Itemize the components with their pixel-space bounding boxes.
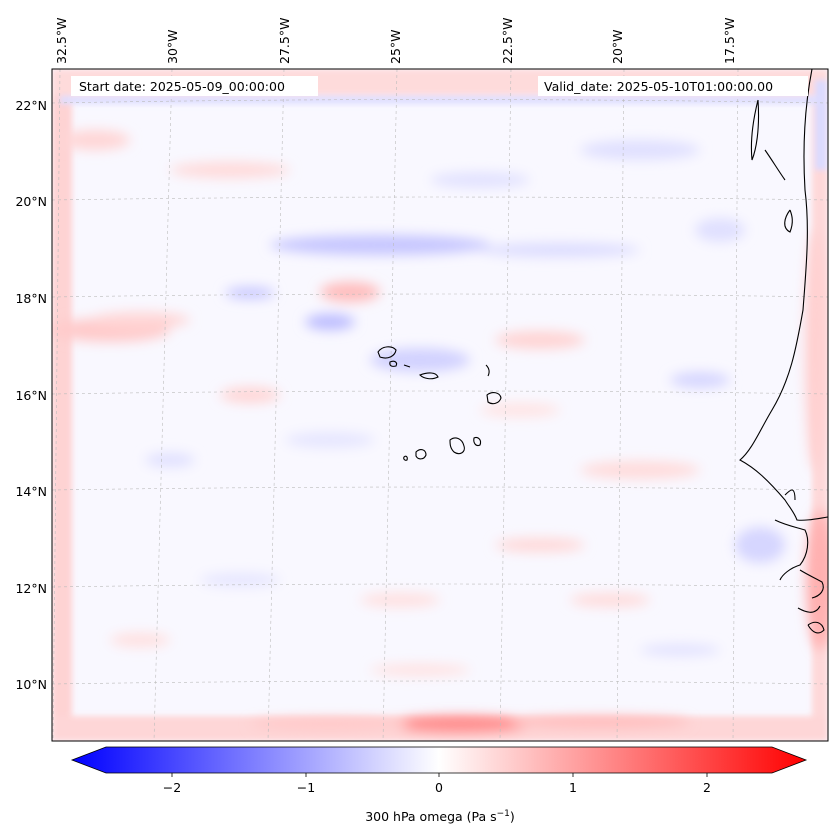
lon-label: 20°W bbox=[610, 29, 625, 64]
colorbar: −2 −1 0 1 2 300 hPa omega (Pa s−1) bbox=[70, 746, 808, 824]
valid-date-label: Valid_date: 2025-05-10T01:00:00.00 bbox=[544, 79, 773, 94]
africa-coastline bbox=[739, 69, 828, 521]
lat-label: 22°N bbox=[15, 98, 47, 113]
start-date-label: Start date: 2025-05-09_00:00:00 bbox=[79, 79, 285, 94]
lat-label: 20°N bbox=[15, 194, 47, 209]
colorbar-tick: 1 bbox=[569, 780, 577, 795]
lat-label: 14°N bbox=[15, 484, 47, 499]
colorbar-tick: 0 bbox=[435, 780, 443, 795]
colorbar-tick: 2 bbox=[703, 780, 711, 795]
colorbar-tick: −2 bbox=[163, 780, 181, 795]
map-panel: Start date: 2025-05-09_00:00:00 Valid_da… bbox=[51, 68, 829, 742]
map-frame bbox=[51, 68, 829, 742]
lat-label: 10°N bbox=[15, 677, 47, 692]
lon-label: 32.5°W bbox=[54, 18, 69, 64]
lon-label: 30°W bbox=[165, 29, 180, 64]
lat-label: 18°N bbox=[15, 291, 47, 306]
lon-label: 27.5°W bbox=[277, 18, 292, 64]
colorbar-label: 300 hPa omega (Pa s−1) bbox=[365, 809, 515, 824]
longitude-labels: 32.5°W 30°W 27.5°W 25°W 22.5°W 20°W 17.5… bbox=[54, 18, 737, 64]
lat-label: 12°N bbox=[15, 581, 47, 596]
coastlines bbox=[377, 69, 828, 634]
colorbar-tick: −1 bbox=[297, 780, 315, 795]
lon-label: 17.5°W bbox=[722, 18, 737, 64]
island-santo-antao bbox=[377, 346, 397, 359]
gridlines bbox=[52, 69, 828, 741]
latitude-labels: 22°N 20°N 18°N 16°N 14°N 12°N 10°N bbox=[15, 98, 47, 692]
lon-label: 22.5°W bbox=[500, 18, 515, 64]
lat-label: 16°N bbox=[15, 388, 47, 403]
lon-label: 25°W bbox=[388, 29, 403, 64]
colorbar-bar bbox=[70, 746, 808, 774]
date-labels: Start date: 2025-05-09_00:00:00 Valid_da… bbox=[71, 76, 808, 96]
